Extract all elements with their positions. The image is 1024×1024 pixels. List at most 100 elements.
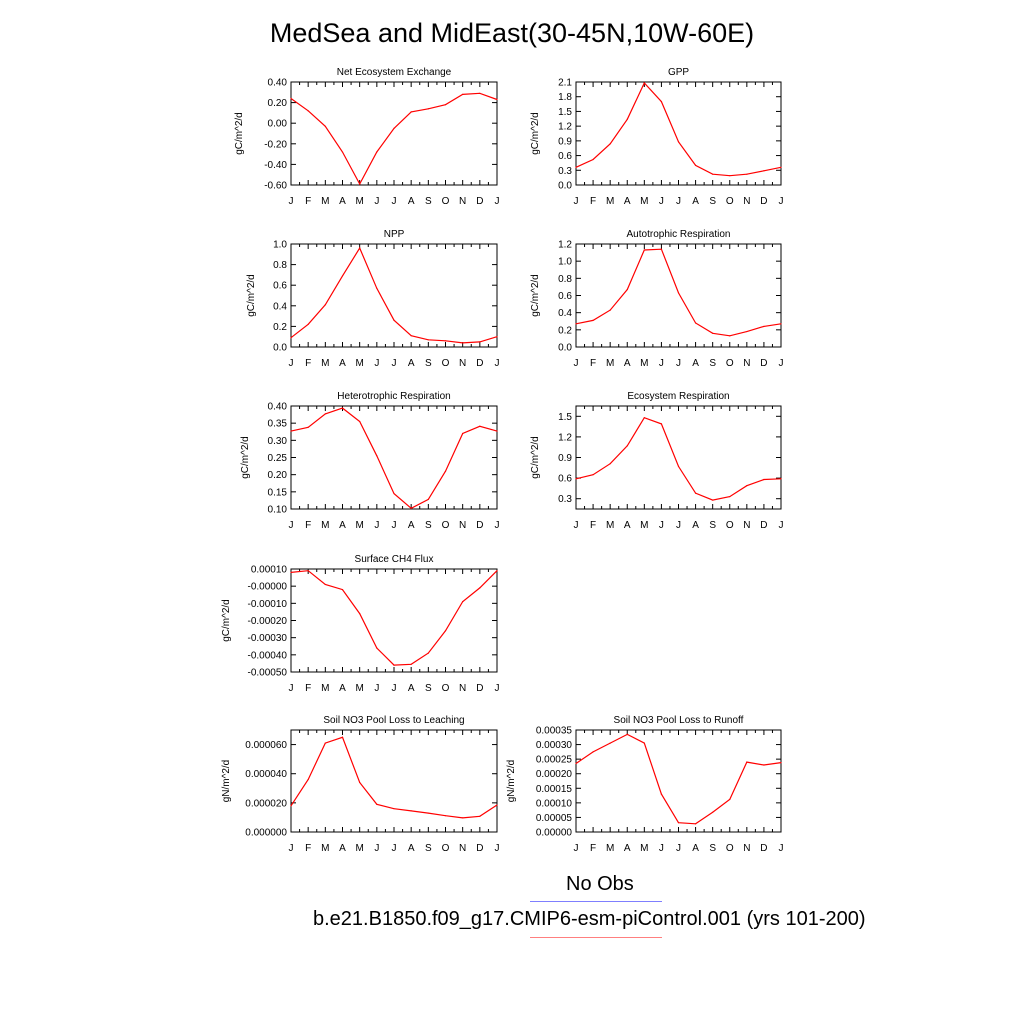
data-point xyxy=(359,420,361,423)
y-tick-label: 1.0 xyxy=(558,257,572,268)
x-tick-label: D xyxy=(760,358,767,369)
data-point xyxy=(410,111,412,113)
data-point xyxy=(609,463,611,465)
data-point xyxy=(780,478,782,480)
data-point xyxy=(592,474,594,476)
x-tick-label: N xyxy=(743,520,750,531)
x-tick-label: S xyxy=(709,196,716,207)
data-point xyxy=(359,183,361,185)
x-tick-label: J xyxy=(659,843,664,854)
x-tick-label: A xyxy=(339,520,346,531)
x-tick-label: N xyxy=(459,358,466,369)
data-point xyxy=(729,335,731,337)
x-tick-label: M xyxy=(355,843,363,854)
y-tick-label: 1.0 xyxy=(273,240,287,251)
data-point xyxy=(410,507,412,509)
x-tick-label: N xyxy=(459,843,466,854)
x-tick-label: D xyxy=(476,843,483,854)
y-tick-label: 0.000040 xyxy=(245,769,287,780)
x-tick-label: O xyxy=(442,843,450,854)
y-tick-label: 1.5 xyxy=(558,412,572,423)
x-tick-label: J xyxy=(779,520,784,531)
data-point xyxy=(444,815,447,817)
x-tick-label: M xyxy=(355,196,363,207)
x-tick-label: N xyxy=(743,843,750,854)
x-tick-label: J xyxy=(574,520,579,531)
y-tick-label: 0.00020 xyxy=(536,769,573,780)
data-point xyxy=(341,151,344,153)
x-tick-label: J xyxy=(779,843,784,854)
y-tick-label: -0.20 xyxy=(264,139,287,150)
data-point xyxy=(393,664,395,666)
panel-title: Autotrophic Respiration xyxy=(627,229,731,240)
data-point xyxy=(496,336,498,338)
data-point xyxy=(575,166,577,168)
y-tick-label: -0.00010 xyxy=(248,599,288,610)
data-point xyxy=(626,118,628,120)
x-tick-label: A xyxy=(624,843,631,854)
x-tick-label: J xyxy=(495,358,500,369)
x-tick-label: S xyxy=(425,683,432,694)
y-tick-label: -0.00040 xyxy=(248,650,288,661)
data-point xyxy=(677,141,680,143)
plot-frame xyxy=(575,405,782,510)
y-tick-label: 0.000060 xyxy=(245,740,287,751)
y-tick-label: 0.00030 xyxy=(536,740,573,751)
x-tick-label: A xyxy=(408,843,415,854)
data-point xyxy=(496,98,498,101)
x-tick-label: F xyxy=(590,520,596,531)
data-point xyxy=(307,323,309,325)
data-point xyxy=(763,764,765,766)
series-line xyxy=(575,733,782,825)
data-point xyxy=(341,407,344,409)
data-point xyxy=(290,97,292,100)
data-point xyxy=(712,173,714,175)
x-tick-label: J xyxy=(374,683,379,694)
x-tick-label: D xyxy=(476,683,483,694)
data-point xyxy=(712,811,714,813)
y-tick-label: 2.1 xyxy=(558,78,572,89)
data-point xyxy=(462,342,464,344)
x-tick-label: D xyxy=(760,843,767,854)
data-point xyxy=(444,340,447,342)
y-tick-label: 0.0 xyxy=(558,343,572,354)
y-axis-label: gN/m^2/d xyxy=(506,760,517,803)
x-tick-label: A xyxy=(408,196,415,207)
data-point xyxy=(427,812,429,814)
x-tick-label: O xyxy=(442,683,450,694)
data-point xyxy=(444,104,447,106)
x-tick-label: J xyxy=(659,196,664,207)
data-point xyxy=(575,762,577,765)
x-tick-label: J xyxy=(289,520,294,531)
x-tick-label: F xyxy=(305,358,311,369)
data-point xyxy=(626,445,628,447)
y-axis-label: gC/m^2/d xyxy=(530,274,541,317)
data-point xyxy=(307,426,309,428)
data-point xyxy=(324,742,326,744)
x-tick-label: J xyxy=(495,196,500,207)
x-tick-label: M xyxy=(355,520,363,531)
y-tick-label: 1.2 xyxy=(558,432,572,443)
x-tick-label: J xyxy=(392,196,397,207)
data-point xyxy=(609,742,611,744)
y-tick-label: 0.00025 xyxy=(536,755,573,766)
x-tick-label: J xyxy=(289,843,294,854)
x-tick-label: D xyxy=(760,196,767,207)
data-point xyxy=(729,496,731,498)
x-tick-label: M xyxy=(606,520,614,531)
y-tick-label: 0.10 xyxy=(268,505,288,516)
data-point xyxy=(359,613,361,615)
y-tick-label: 0.00035 xyxy=(536,726,573,737)
data-point xyxy=(427,652,429,654)
x-tick-label: J xyxy=(392,843,397,854)
x-tick-label: A xyxy=(624,358,631,369)
data-point xyxy=(496,570,498,572)
data-point xyxy=(479,587,481,589)
x-tick-label: N xyxy=(459,683,466,694)
x-tick-label: F xyxy=(305,196,311,207)
